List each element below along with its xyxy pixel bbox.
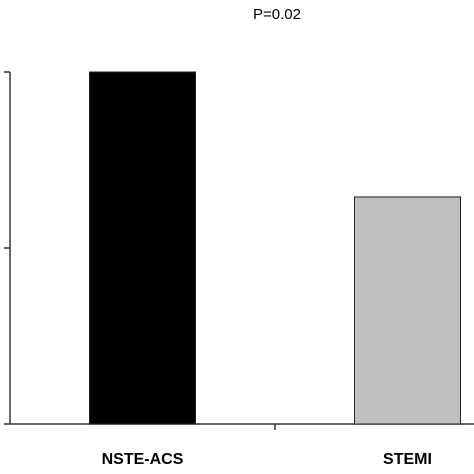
bar: [89, 71, 196, 425]
x-tick-label: STEMI: [383, 451, 432, 468]
annotation: P=0.02: [253, 6, 301, 23]
bar: [354, 196, 461, 425]
x-tick-label: NSTE-ACS: [102, 451, 184, 468]
